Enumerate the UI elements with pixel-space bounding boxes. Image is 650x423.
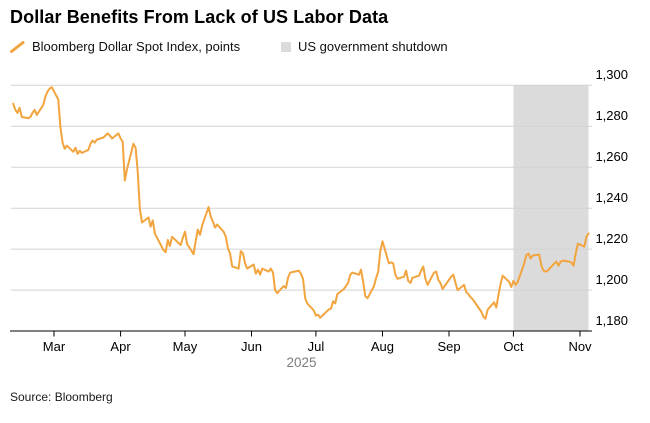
source-note: Source: Bloomberg [10, 390, 113, 404]
y-axis-label: 1,280 [595, 108, 628, 124]
y-axis-label: 1,300 [595, 67, 628, 83]
x-axis-label: May [172, 339, 198, 354]
x-axis-label: Nov [568, 339, 592, 354]
legend-label-shutdown: US government shutdown [298, 39, 448, 54]
y-axis-label: 1,220 [595, 231, 628, 247]
x-axis-label: Oct [503, 339, 524, 354]
shutdown-band-swatch-icon [281, 41, 291, 52]
y-axis-label: 1,180 [595, 313, 628, 328]
legend-item-spot-index: Bloomberg Dollar Spot Index, points [10, 39, 240, 54]
x-axis-label: Sep [437, 339, 461, 354]
x-axis-label: Apr [110, 339, 131, 354]
y-axis-label: 1,260 [595, 149, 628, 165]
x-axis-label: Jun [241, 339, 262, 354]
x-axis-label: Jul [307, 339, 325, 354]
y-axis-label: 1,200 [595, 272, 628, 288]
y-axis-label: 1,240 [595, 190, 628, 206]
x-axis-year-label: 2025 [286, 355, 317, 370]
spot-index-line [12, 86, 590, 320]
x-axis-label: Mar [42, 339, 66, 354]
x-axis-label: Aug [370, 339, 395, 354]
chart-title: Dollar Benefits From Lack of US Labor Da… [10, 7, 389, 27]
line-series-swatch-icon [10, 40, 25, 53]
legend-item-shutdown: US government shutdown [281, 39, 448, 54]
legend-label-spot-index: Bloomberg Dollar Spot Index, points [32, 39, 241, 54]
